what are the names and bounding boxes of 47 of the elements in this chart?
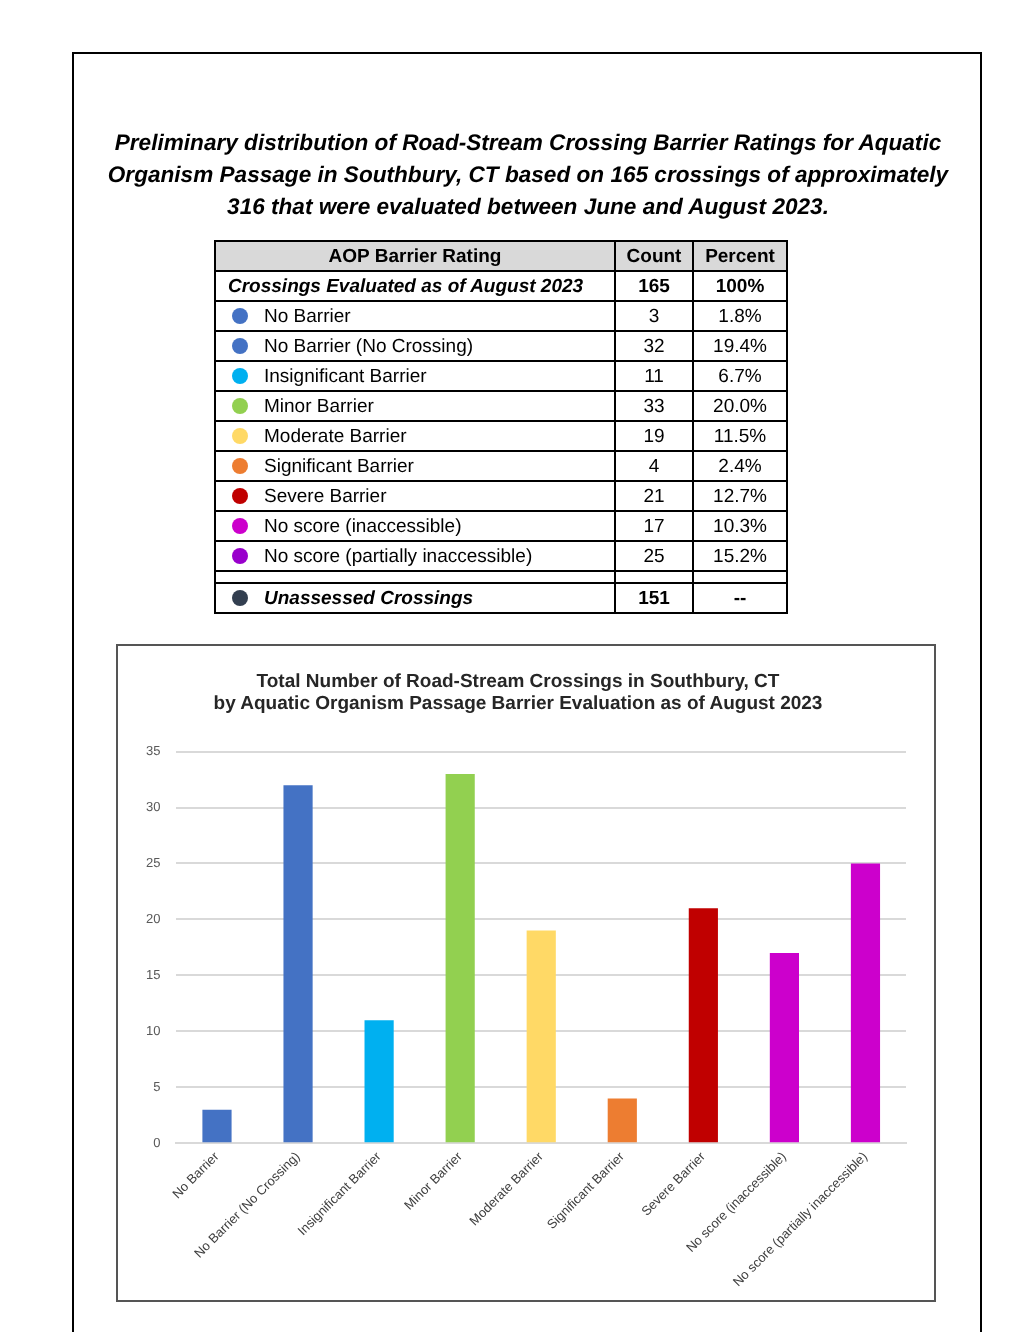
text: No score (partially inaccessible) bbox=[215, 541, 615, 571]
text: Count bbox=[615, 241, 693, 271]
text: 15.2% bbox=[693, 541, 787, 571]
text: Moderate Barrier bbox=[215, 421, 615, 451]
text: Unassessed Crossings bbox=[215, 583, 615, 613]
text: AOP Barrier Rating bbox=[215, 241, 615, 271]
text: 11 bbox=[615, 361, 693, 391]
text: 6.7% bbox=[693, 361, 787, 391]
text: 151 bbox=[615, 583, 693, 613]
text: Crossings Evaluated as of August 2023 bbox=[215, 271, 615, 301]
text: Significant Barrier bbox=[215, 451, 615, 481]
text: Preliminary distribution of Road-Stream Crossing Barrier Ratings for Aquatic Organism Passage in Southbury, CT based on 165 crossings of approximately 316 that were evaluated between June and August 2023. bbox=[105, 130, 951, 224]
text: 3 bbox=[615, 301, 693, 331]
text: Insignificant Barrier bbox=[215, 361, 615, 391]
text: No score (inaccessible) bbox=[215, 511, 615, 541]
text: 100% bbox=[693, 271, 787, 301]
text: 33 bbox=[615, 391, 693, 421]
chart-title: Total Number of Road-Stream Crossings in Southbury, CT by Aquatic Organism Passage Barrier Evaluation as of August 2023 bbox=[213, 670, 823, 716]
bar bbox=[202, 1109, 232, 1143]
text: Minor Barrier bbox=[215, 391, 615, 421]
text: No Barrier (No Crossing) bbox=[215, 331, 615, 361]
text: 1.8% bbox=[693, 301, 787, 331]
bar bbox=[283, 785, 313, 1143]
text: 20.0% bbox=[693, 391, 787, 421]
text: 4 bbox=[615, 451, 693, 481]
text: 11.5% bbox=[693, 421, 787, 451]
text: 17 bbox=[615, 511, 693, 541]
text: 10.3% bbox=[693, 511, 787, 541]
text: No Barrier bbox=[215, 301, 615, 331]
text: 19 bbox=[615, 421, 693, 451]
bar bbox=[688, 908, 718, 1143]
bar bbox=[526, 930, 556, 1143]
text: -- bbox=[693, 583, 787, 613]
bar bbox=[607, 1098, 637, 1143]
bar bbox=[850, 863, 881, 1143]
text: 2.4% bbox=[693, 451, 787, 481]
bar bbox=[769, 953, 799, 1143]
text: 165 bbox=[615, 271, 693, 301]
bar bbox=[445, 773, 475, 1143]
text: Severe Barrier bbox=[215, 481, 615, 511]
text: 32 bbox=[615, 331, 693, 361]
bar bbox=[364, 1020, 394, 1143]
text: 21 bbox=[615, 481, 693, 511]
text: 19.4% bbox=[693, 331, 787, 361]
text: 25 bbox=[615, 541, 693, 571]
text: 12.7% bbox=[693, 481, 787, 511]
text: Percent bbox=[693, 241, 787, 271]
